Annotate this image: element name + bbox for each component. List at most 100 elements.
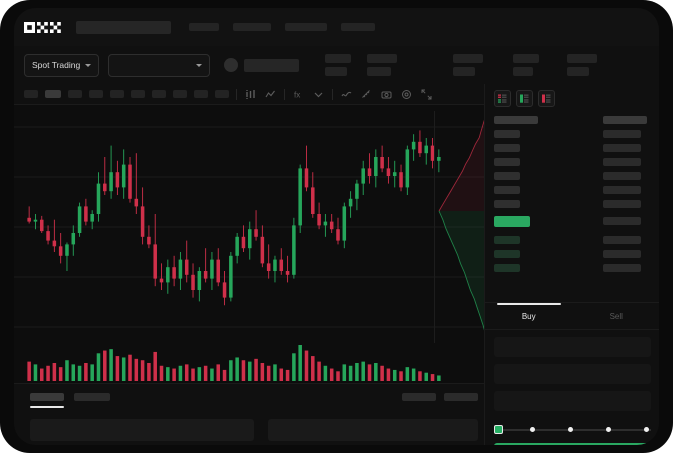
timeframe-3[interactable] xyxy=(68,90,82,98)
candle-body xyxy=(27,217,31,222)
timeframe-4[interactable] xyxy=(89,90,103,98)
slider-stop-50[interactable] xyxy=(568,426,573,432)
order-book[interactable] xyxy=(485,112,659,303)
trading-mode-label: Spot Trading xyxy=(32,60,81,70)
slider-stop-100[interactable] xyxy=(644,426,649,432)
volume-bar xyxy=(235,357,239,381)
candle-body xyxy=(285,271,290,275)
candle-body xyxy=(52,240,57,247)
price-chart[interactable] xyxy=(14,105,484,383)
volume-bar xyxy=(71,364,76,381)
trade-sidebar: Buy Sell xyxy=(484,84,659,445)
bottom-tab-2[interactable] xyxy=(74,393,110,401)
stat-group-5 xyxy=(567,54,598,76)
order-total-field[interactable] xyxy=(494,391,651,411)
line-chart-icon[interactable] xyxy=(264,88,277,101)
bottom-content-panel-2 xyxy=(268,419,478,441)
timeframe-6[interactable] xyxy=(131,90,145,98)
candle-body xyxy=(147,236,151,245)
volume-bar xyxy=(424,372,429,381)
tab-sell[interactable]: Sell xyxy=(573,303,660,329)
nav-item-4[interactable] xyxy=(341,23,375,31)
volume-bar xyxy=(128,354,132,381)
fullscreen-icon[interactable] xyxy=(420,88,433,101)
ask-row[interactable] xyxy=(494,158,520,166)
bottom-action-1[interactable] xyxy=(402,393,436,401)
tab-buy[interactable]: Buy xyxy=(485,303,573,329)
timeframe-7[interactable] xyxy=(152,90,166,98)
candles-group xyxy=(27,130,441,306)
bid-row[interactable] xyxy=(494,236,520,244)
order-price-field[interactable] xyxy=(494,337,651,357)
candle-body xyxy=(77,206,82,233)
bottom-tab-1-underline xyxy=(30,406,64,408)
ask-row[interactable] xyxy=(494,186,520,194)
candle-body xyxy=(203,271,208,279)
volume-bar xyxy=(311,356,315,381)
bid-row[interactable] xyxy=(494,250,520,258)
candle-body xyxy=(386,168,391,176)
volume-bar xyxy=(84,363,88,381)
volume-bar xyxy=(140,360,145,381)
settings-icon[interactable] xyxy=(400,88,413,101)
timeframe-1[interactable] xyxy=(24,90,38,98)
slider-handle[interactable] xyxy=(494,425,503,434)
bottom-tab-1[interactable] xyxy=(30,393,64,401)
ask-row[interactable] xyxy=(494,200,520,208)
timeframe-2[interactable] xyxy=(45,90,61,98)
bottom-action-2[interactable] xyxy=(444,393,478,401)
candle-body xyxy=(159,278,164,283)
indicators-icon[interactable]: fx xyxy=(292,88,305,101)
amount-percent-slider[interactable] xyxy=(494,424,651,435)
candle-body xyxy=(39,219,44,232)
trading-mode-selector[interactable]: Spot Trading xyxy=(24,53,100,77)
timeframe-8[interactable] xyxy=(173,90,187,98)
volume-bar xyxy=(184,364,189,381)
nav-item-2[interactable] xyxy=(233,23,271,31)
candle-body xyxy=(178,259,183,279)
orderbook-sell-icon[interactable] xyxy=(538,90,555,107)
stat-group-1 xyxy=(325,54,352,76)
submit-buy-button[interactable] xyxy=(494,443,651,445)
volume-bar xyxy=(178,365,183,381)
volume-bar xyxy=(191,368,195,381)
ask-row[interactable] xyxy=(494,130,520,138)
ask-row[interactable] xyxy=(494,144,520,152)
candle-body xyxy=(121,164,126,188)
orderbook-buy-icon[interactable] xyxy=(516,90,533,107)
volume-bar xyxy=(374,363,378,381)
candle-body xyxy=(191,274,195,290)
nav-item-1[interactable] xyxy=(189,23,219,31)
orderbook-both-icon[interactable] xyxy=(494,90,511,107)
volume-bar xyxy=(254,358,258,381)
candle-body xyxy=(266,263,271,271)
bid-size xyxy=(603,250,641,258)
market-depth-overlay[interactable] xyxy=(434,111,490,343)
candle-body xyxy=(241,236,246,249)
volume-bar xyxy=(241,360,246,381)
timeframe-9[interactable] xyxy=(194,90,208,98)
volume-bar xyxy=(317,361,321,381)
nav-item-3[interactable] xyxy=(285,23,327,31)
okx-logo[interactable] xyxy=(24,21,64,33)
camera-icon[interactable] xyxy=(380,88,393,101)
volume-bar xyxy=(279,368,284,381)
slider-stop-75[interactable] xyxy=(606,426,611,432)
slider-stop-25[interactable] xyxy=(530,426,535,432)
timeframe-10[interactable] xyxy=(215,90,229,98)
candlestick-chart-canvas xyxy=(14,126,484,381)
trendline-icon[interactable] xyxy=(340,88,353,101)
order-amount-field[interactable] xyxy=(494,364,651,384)
volume-bar xyxy=(367,364,372,381)
timeframe-5[interactable] xyxy=(110,90,124,98)
ruler-icon[interactable] xyxy=(360,88,373,101)
compare-icon[interactable] xyxy=(312,88,325,101)
volume-bar xyxy=(115,356,120,381)
header-search-input[interactable] xyxy=(76,20,171,34)
pair-selector[interactable] xyxy=(108,53,211,77)
orderbook-header-right xyxy=(603,116,647,124)
candle-body xyxy=(374,157,378,176)
ask-row[interactable] xyxy=(494,172,520,180)
bid-row[interactable] xyxy=(494,264,520,272)
candlestick-chart-icon[interactable] xyxy=(244,88,257,101)
